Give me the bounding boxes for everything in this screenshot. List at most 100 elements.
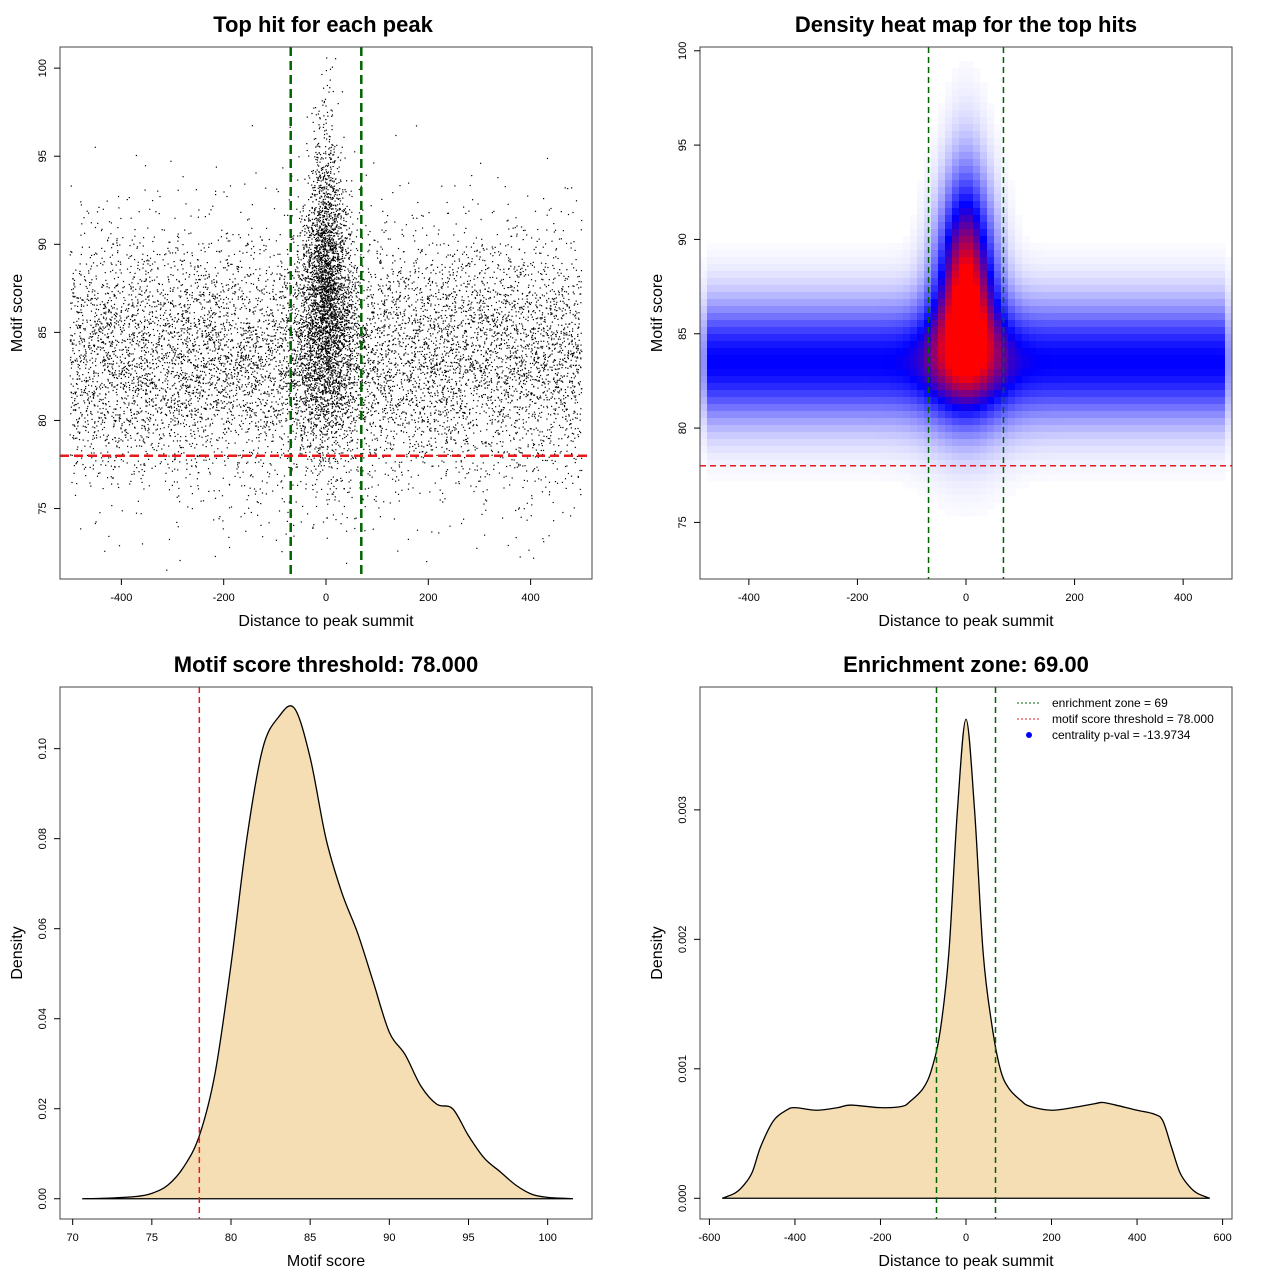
scatter-point (278, 386, 280, 388)
scatter-point (479, 365, 481, 367)
scatter-point (105, 279, 107, 281)
scatter-point (493, 464, 495, 466)
scatter-point (174, 410, 176, 412)
scatter-point (318, 304, 320, 306)
scatter-point (247, 242, 249, 244)
scatter-point (507, 413, 509, 416)
scatter-point (128, 322, 130, 325)
scatter-point (342, 438, 344, 440)
scatter-point (328, 457, 330, 460)
scatter-point (521, 391, 523, 393)
scatter-point (128, 308, 130, 310)
scatter-point (173, 349, 175, 351)
scatter-point (432, 380, 434, 382)
scatter-point (116, 238, 118, 240)
scatter-point (78, 364, 80, 366)
scatter-point (536, 353, 538, 355)
scatter-point (153, 381, 155, 383)
scatter-point (416, 217, 418, 219)
scatter-point (159, 314, 161, 316)
scatter-point (444, 415, 446, 417)
scatter-point (307, 513, 309, 515)
scatter-point (203, 314, 206, 316)
scatter-point (213, 375, 215, 377)
scatter-point (107, 357, 109, 359)
scatter-point (473, 387, 475, 389)
scatter-point (472, 307, 474, 309)
scatter-point (396, 275, 399, 277)
scatter-point (580, 392, 582, 394)
scatter-point (458, 364, 460, 366)
scatter-point (486, 376, 489, 378)
scatter-point (97, 292, 99, 294)
scatter-point (303, 364, 305, 366)
scatter-point (180, 385, 182, 387)
scatter-point (553, 344, 555, 346)
scatter-point (197, 411, 199, 413)
scatter-point (242, 366, 244, 369)
scatter-point (123, 374, 125, 376)
scatter-point (360, 353, 362, 355)
scatter-point (252, 362, 254, 364)
scatter-point (277, 403, 279, 405)
scatter-point (506, 300, 508, 303)
scatter-point (457, 366, 459, 368)
scatter-point (273, 368, 275, 370)
scatter-point (470, 306, 472, 308)
scatter-point (304, 426, 306, 428)
scatter-point (465, 227, 467, 229)
scatter-point (392, 436, 394, 438)
scatter-point (551, 313, 553, 315)
scatter-point (417, 321, 419, 324)
scatter-point (266, 370, 268, 372)
scatter-point (553, 332, 555, 334)
scatter-point (555, 248, 558, 250)
scatter-point (430, 363, 432, 365)
scatter-point (292, 358, 294, 360)
scatter-point (536, 366, 538, 368)
scatter-point (481, 385, 483, 387)
scatter-point (242, 293, 244, 295)
scatter-point (515, 537, 517, 539)
scatter-point (454, 427, 456, 429)
scatter-point (83, 276, 86, 278)
scatter-point (465, 418, 467, 420)
scatter-point (434, 368, 436, 370)
scatter-point (273, 395, 275, 398)
scatter-point (172, 460, 174, 463)
scatter-point (188, 393, 190, 395)
scatter-point (520, 226, 523, 228)
scatter-point (99, 321, 101, 323)
scatter-point (534, 337, 536, 339)
scatter-point (435, 340, 438, 342)
scatter-point (186, 310, 188, 312)
scatter-point (434, 353, 436, 355)
scatter-point (73, 292, 75, 294)
scatter-point (479, 367, 481, 369)
scatter-point (135, 372, 138, 374)
scatter-point (525, 377, 527, 380)
scatter-point (444, 397, 446, 399)
scatter-point (174, 327, 176, 329)
scatter-point (318, 377, 320, 379)
scatter-point (88, 246, 90, 248)
scatter-point (578, 339, 580, 341)
scatter-point (553, 377, 555, 379)
scatter-point (120, 373, 122, 375)
scatter-point (496, 326, 498, 328)
scatter-point (575, 310, 577, 312)
scatter-point (521, 306, 523, 308)
scatter-point (293, 235, 295, 237)
scatter-point (189, 473, 191, 475)
scatter-point (506, 335, 508, 337)
scatter-point (540, 318, 542, 320)
scatter-point (519, 439, 521, 441)
scatter-point (400, 313, 402, 315)
scatter-point (220, 236, 222, 238)
scatter-point (564, 357, 566, 359)
scatter-point (244, 371, 246, 374)
scatter-point (560, 332, 562, 334)
scatter-point (571, 453, 573, 455)
scatter-point (517, 276, 519, 278)
scatter-point (123, 388, 125, 390)
